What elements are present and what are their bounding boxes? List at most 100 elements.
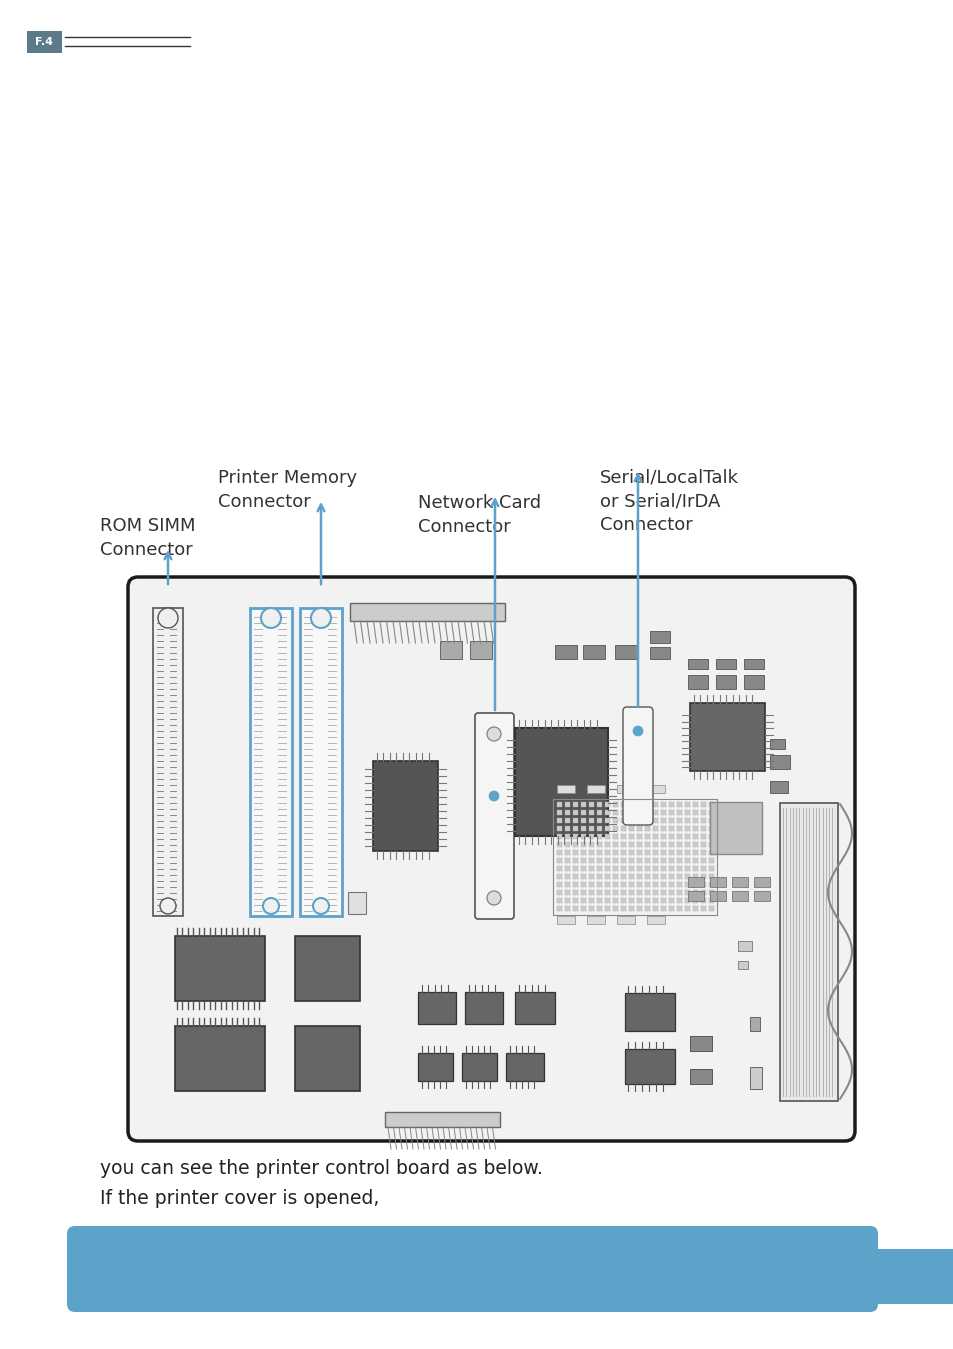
Bar	[580, 858, 585, 863]
Bar	[749, 1067, 761, 1089]
Bar	[628, 834, 634, 839]
Bar	[604, 817, 609, 823]
Bar	[668, 834, 673, 839]
Bar	[700, 803, 705, 807]
FancyBboxPatch shape	[67, 1226, 877, 1313]
Bar	[677, 866, 681, 871]
Bar	[644, 842, 649, 847]
Bar	[692, 858, 698, 863]
Bar	[557, 858, 561, 863]
Bar	[644, 803, 649, 807]
Circle shape	[263, 898, 278, 915]
Bar	[573, 907, 578, 911]
Bar	[738, 960, 747, 969]
Bar	[564, 817, 569, 823]
Bar	[692, 803, 698, 807]
Bar	[687, 674, 707, 689]
Bar	[708, 874, 713, 880]
Bar	[580, 882, 585, 888]
Bar	[652, 858, 658, 863]
Bar	[620, 898, 625, 902]
Bar	[620, 850, 625, 855]
Bar	[677, 809, 681, 815]
Bar	[620, 882, 625, 888]
Bar	[557, 785, 575, 793]
Bar	[557, 817, 561, 823]
Bar	[620, 803, 625, 807]
Bar	[700, 882, 705, 888]
Bar	[689, 1036, 711, 1051]
Bar	[564, 874, 569, 880]
Bar	[652, 803, 658, 807]
Bar	[515, 992, 555, 1024]
Bar	[586, 916, 604, 924]
Bar	[677, 907, 681, 911]
Bar	[588, 842, 594, 847]
Bar	[564, 834, 569, 839]
Bar	[624, 993, 675, 1031]
Bar	[644, 826, 649, 831]
Bar	[660, 834, 665, 839]
Bar	[613, 874, 618, 880]
Bar	[597, 890, 601, 894]
Bar	[620, 890, 625, 894]
Bar	[692, 898, 698, 902]
Bar	[660, 898, 665, 902]
Bar	[580, 834, 585, 839]
Bar	[597, 866, 601, 871]
Bar	[644, 882, 649, 888]
Bar	[588, 866, 594, 871]
Bar	[588, 882, 594, 888]
Bar	[588, 817, 594, 823]
Bar	[588, 898, 594, 902]
Bar	[573, 803, 578, 807]
Bar	[604, 834, 609, 839]
Bar	[652, 866, 658, 871]
Bar	[604, 850, 609, 855]
Bar	[580, 826, 585, 831]
Bar	[684, 809, 689, 815]
Bar	[660, 842, 665, 847]
Bar	[613, 842, 618, 847]
Bar	[597, 834, 601, 839]
Bar	[564, 842, 569, 847]
Bar	[692, 907, 698, 911]
Bar	[684, 882, 689, 888]
Bar	[652, 826, 658, 831]
Bar	[700, 898, 705, 902]
Bar	[708, 834, 713, 839]
Bar	[470, 641, 492, 660]
Bar	[684, 850, 689, 855]
Bar	[613, 817, 618, 823]
Bar	[708, 803, 713, 807]
Bar	[604, 842, 609, 847]
Circle shape	[486, 727, 500, 741]
Bar	[613, 890, 618, 894]
Bar	[628, 842, 634, 847]
Bar	[677, 803, 681, 807]
FancyBboxPatch shape	[622, 707, 652, 826]
Bar	[684, 834, 689, 839]
FancyBboxPatch shape	[128, 577, 854, 1141]
Bar	[555, 645, 577, 660]
Bar	[557, 907, 561, 911]
Bar	[628, 826, 634, 831]
Bar	[652, 842, 658, 847]
Bar	[588, 858, 594, 863]
Bar	[613, 850, 618, 855]
FancyBboxPatch shape	[27, 31, 62, 53]
Bar	[586, 785, 604, 793]
Bar	[668, 874, 673, 880]
Bar	[692, 842, 698, 847]
Bar	[613, 803, 618, 807]
Bar	[637, 809, 641, 815]
Bar	[689, 1068, 711, 1085]
Bar	[613, 866, 618, 871]
Bar	[597, 882, 601, 888]
Bar	[649, 648, 669, 660]
Bar	[557, 809, 561, 815]
Bar	[573, 817, 578, 823]
Bar	[637, 803, 641, 807]
Bar	[637, 834, 641, 839]
Bar	[439, 641, 461, 660]
